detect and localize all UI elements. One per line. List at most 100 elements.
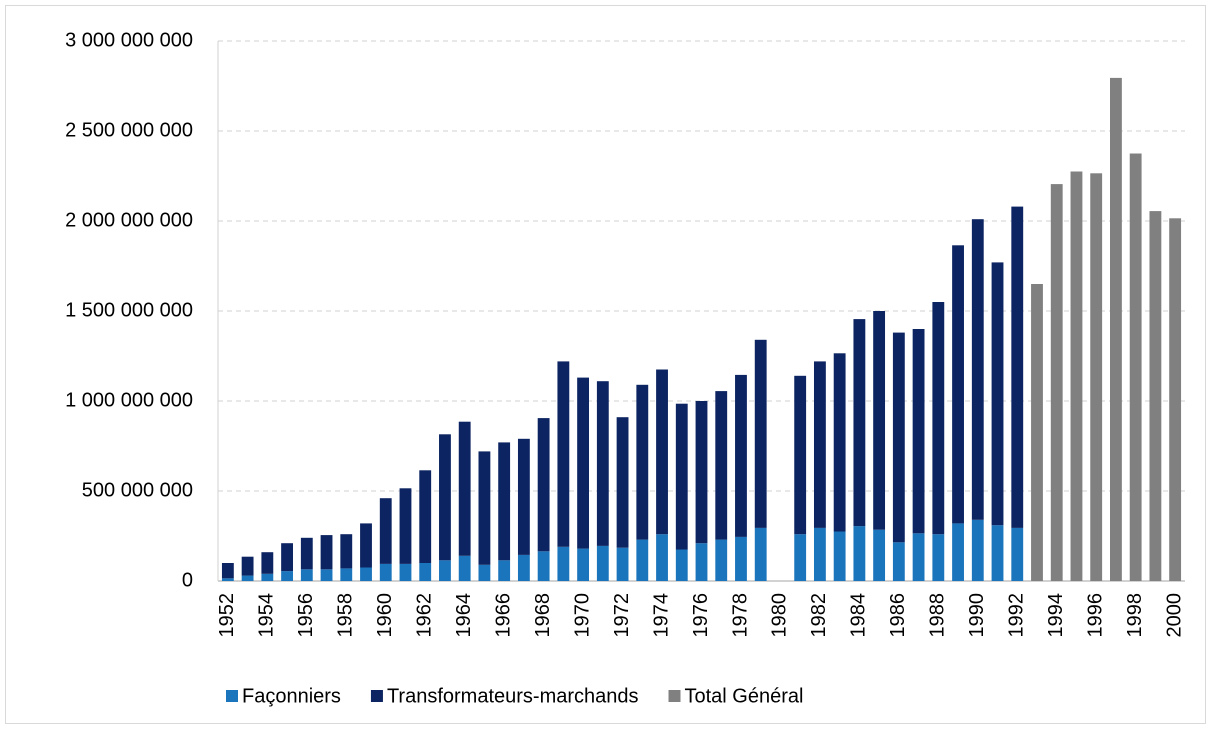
bar: [241, 575, 254, 581]
x-tick-label: 1968: [532, 593, 554, 638]
bar: [1090, 173, 1103, 582]
bar: [892, 542, 905, 581]
bar: [952, 523, 964, 581]
legend-label: Façonniers: [242, 685, 341, 707]
bar: [557, 361, 570, 547]
x-tick-label: 1958: [335, 593, 357, 638]
x-tick-label: 1996: [1084, 593, 1106, 638]
bar: [1129, 153, 1142, 581]
bar: [577, 548, 590, 581]
x-tick-label: 1954: [256, 593, 278, 638]
y-tick-label: 2 000 000 000: [65, 209, 193, 231]
y-tick-label: 3 000 000 000: [65, 29, 193, 51]
bar: [360, 523, 372, 568]
y-tick-label: 1 500 000 000: [65, 299, 193, 321]
bar: [735, 374, 747, 537]
bar: [517, 554, 530, 581]
y-tick-label: 1 000 000 000: [65, 389, 193, 411]
bar: [379, 563, 392, 581]
bar: [813, 527, 826, 581]
bar: [853, 319, 866, 527]
bar: [221, 563, 234, 579]
legend-swatch: [668, 690, 681, 702]
bar: [399, 563, 412, 581]
x-tick-label: 1980: [769, 593, 791, 638]
bar: [577, 377, 590, 549]
bar: [1050, 184, 1063, 581]
bar: [695, 543, 708, 581]
bar: [241, 556, 254, 576]
bar: [715, 539, 728, 581]
bar: [616, 547, 629, 581]
bar: [794, 375, 807, 535]
bar: [971, 219, 984, 520]
x-tick-label: 1974: [650, 593, 672, 638]
chart-frame: [5, 5, 1206, 724]
legend-label: Transformateurs-marchands: [387, 685, 639, 707]
bar: [498, 442, 511, 561]
x-tick-label: 1962: [413, 593, 435, 638]
bar: [853, 526, 866, 581]
bar: [537, 551, 550, 581]
bar: [833, 353, 846, 532]
bar: [1011, 206, 1024, 528]
bar: [300, 569, 313, 581]
bar: [1110, 77, 1122, 582]
bar: [478, 564, 491, 581]
bar: [1011, 527, 1024, 581]
bar: [656, 369, 668, 535]
bar: [873, 311, 886, 530]
bar: [813, 361, 826, 528]
x-tick-label: 1972: [611, 593, 633, 638]
bar: [379, 498, 392, 564]
bar: [439, 434, 451, 561]
bar: [439, 560, 451, 581]
x-tick-label: 1960: [374, 593, 396, 638]
x-tick-label: 1998: [1124, 593, 1146, 638]
bar: [340, 534, 353, 569]
x-tick-label: 1970: [571, 593, 593, 638]
bar: [478, 451, 491, 565]
bar: [616, 417, 629, 548]
bar: [952, 245, 964, 524]
bar: [596, 381, 609, 546]
x-tick-label: 1994: [1045, 593, 1067, 638]
bar: [912, 329, 925, 534]
bar: [399, 488, 412, 564]
x-tick-label: 1978: [729, 593, 751, 638]
x-tick-label: 1952: [216, 593, 238, 638]
bar: [1169, 218, 1182, 582]
bar: [300, 537, 313, 570]
bar: [735, 536, 747, 581]
bar: [1031, 284, 1043, 581]
y-tick-label: 0: [182, 569, 193, 591]
bar: [557, 546, 570, 581]
bar: [281, 543, 293, 572]
bar: [636, 384, 649, 540]
x-tick-label: 1964: [453, 593, 475, 638]
bar: [320, 569, 333, 581]
bar: [892, 332, 905, 543]
bar: [754, 527, 767, 581]
x-tick-label: 1982: [808, 593, 830, 638]
x-tick-label: 1984: [848, 593, 870, 638]
bar: [715, 391, 728, 540]
bar: [1070, 171, 1083, 581]
bar: [932, 534, 945, 581]
bar: [281, 571, 293, 581]
bar: [873, 529, 886, 581]
x-tick-label: 1986: [887, 593, 909, 638]
bar: [261, 552, 274, 574]
bar: [360, 567, 372, 581]
bar: [971, 519, 984, 581]
bar: [794, 534, 807, 581]
y-tick-label: 500 000 000: [82, 479, 193, 501]
bar: [991, 262, 1004, 526]
legend-swatch: [226, 690, 238, 702]
bar: [636, 539, 649, 581]
x-tick-label: 1966: [492, 593, 514, 638]
bar: [517, 438, 530, 555]
bar: [596, 545, 609, 581]
bar: [695, 401, 708, 544]
